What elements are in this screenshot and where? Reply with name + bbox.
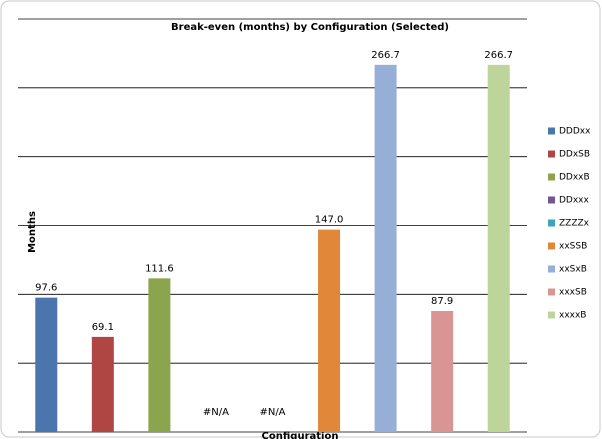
legend-swatch [548, 288, 555, 296]
bar [431, 310, 454, 432]
legend-swatch [548, 265, 555, 273]
legend-swatch [548, 127, 555, 135]
value-label: 147.0 [315, 215, 344, 226]
legend-label: xxxSB [559, 288, 587, 298]
legend-swatch [548, 242, 555, 250]
value-label: 97.6 [35, 283, 57, 294]
bar [148, 278, 171, 432]
value-label: #N/A [259, 407, 285, 418]
legend-swatch [548, 150, 555, 158]
legend-swatch [548, 311, 555, 319]
bar [91, 336, 114, 432]
legend-label: DDDxx [559, 127, 591, 137]
value-label: 266.7 [484, 50, 513, 61]
bar [374, 64, 397, 432]
y-axis-label: Months [27, 211, 38, 253]
bar [35, 297, 58, 432]
bar [318, 229, 341, 432]
legend-label: xxSxB [559, 265, 587, 275]
legend-swatch [548, 219, 555, 227]
bar [487, 64, 510, 432]
value-label: 87.9 [431, 296, 453, 307]
x-axis-label: Configuration [262, 431, 339, 439]
legend-label: xxxxB [559, 311, 586, 321]
value-label: 111.6 [145, 263, 174, 274]
legend-label: DDxxx [559, 196, 590, 206]
legend-swatch [548, 173, 555, 181]
legend-swatch [548, 196, 555, 204]
value-label: #N/A [203, 407, 229, 418]
chart-title: Break-even (months) by Configuration (Se… [171, 22, 449, 33]
legend-label: DDxxB [559, 173, 590, 183]
value-label: 69.1 [92, 322, 114, 333]
legend-label: DDxSB [559, 150, 590, 160]
legend-label: xxSSB [559, 242, 587, 252]
legend-label: ZZZZx [559, 219, 590, 229]
value-label: 266.7 [371, 50, 400, 61]
